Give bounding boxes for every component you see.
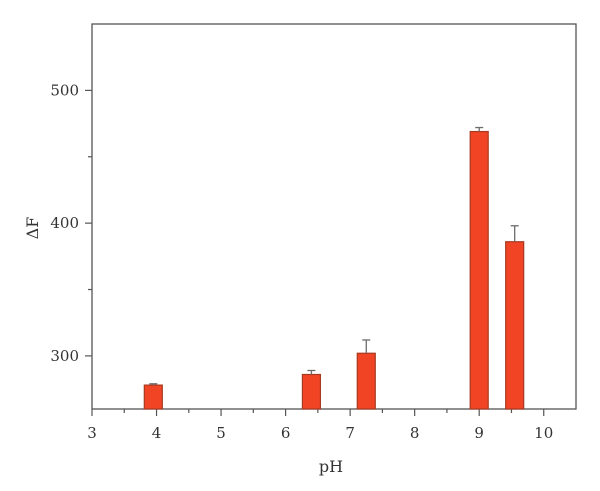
bar-ph-3.95	[143, 384, 163, 410]
y-tick-label-300: 300	[50, 347, 79, 365]
y-tick-label-400: 400	[50, 214, 79, 232]
bars-group	[143, 130, 525, 410]
x-tick-label-5: 5	[216, 424, 226, 442]
bar-ph-7.25	[356, 352, 376, 410]
error-bar-ph-7.25	[362, 339, 371, 354]
y-tick-label-500: 500	[50, 81, 79, 99]
error-bar-ph-9	[475, 126, 484, 132]
plot-area-frame	[91, 23, 577, 410]
error-bars-group	[149, 126, 519, 386]
x-axis-title: pH	[319, 457, 343, 476]
x-tick-label-8: 8	[410, 424, 420, 442]
error-bar-ph-6.4	[307, 369, 316, 375]
x-tick-label-7: 7	[345, 424, 355, 442]
x-tick-label-4: 4	[152, 424, 162, 442]
axis-ticks: 3 4 5 6 7 8 9 10 300 400 500	[50, 81, 553, 442]
y-axis-title: ΔF	[23, 217, 42, 240]
x-tick-label-9: 9	[474, 424, 484, 442]
x-tick-label-10: 10	[534, 424, 553, 442]
error-bar-ph-3.95	[149, 383, 158, 386]
error-bar-ph-9.55	[510, 225, 519, 242]
x-tick-label-6: 6	[281, 424, 291, 442]
bar-ph-9	[469, 130, 489, 410]
x-tick-label-3: 3	[87, 424, 97, 442]
bar-ph-9.55	[505, 241, 525, 410]
bar-ph-6.4	[301, 373, 322, 410]
